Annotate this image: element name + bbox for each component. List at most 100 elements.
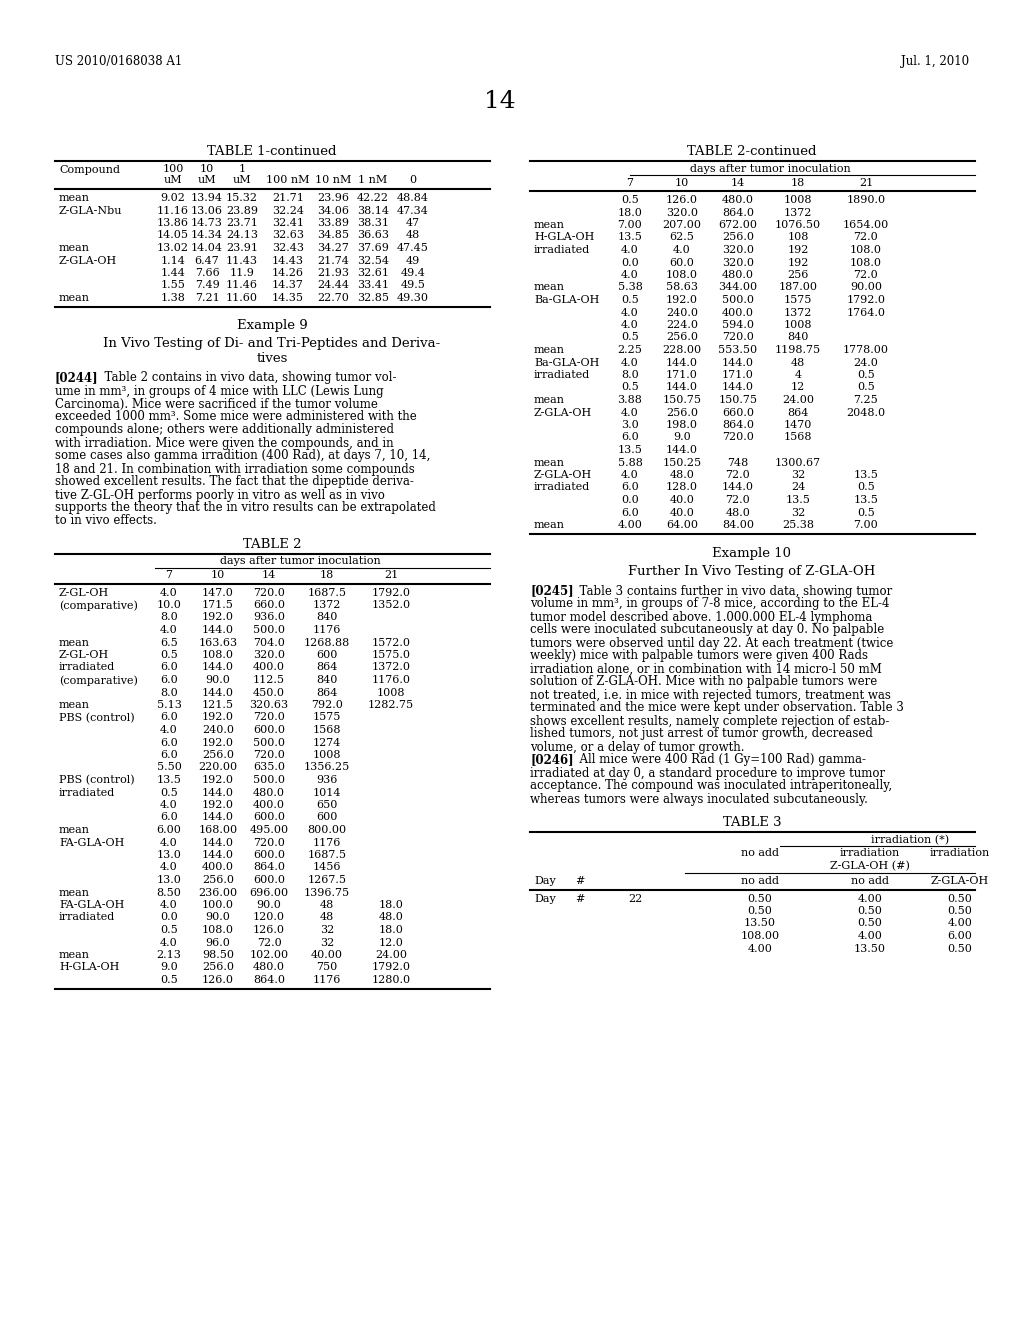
Text: irradiation (*): irradiation (*) bbox=[871, 834, 949, 845]
Text: 660.0: 660.0 bbox=[722, 408, 754, 417]
Text: Z-GLA-OH (#): Z-GLA-OH (#) bbox=[830, 861, 910, 871]
Text: 1654.00: 1654.00 bbox=[843, 220, 889, 230]
Text: 12: 12 bbox=[791, 383, 805, 392]
Text: 2048.0: 2048.0 bbox=[847, 408, 886, 417]
Text: 6.00: 6.00 bbox=[157, 825, 181, 836]
Text: mean: mean bbox=[59, 293, 90, 304]
Text: 100: 100 bbox=[163, 164, 183, 174]
Text: Z-GLA-OH: Z-GLA-OH bbox=[534, 408, 592, 417]
Text: 672.00: 672.00 bbox=[719, 220, 758, 230]
Text: 4.0: 4.0 bbox=[160, 725, 178, 735]
Text: 150.75: 150.75 bbox=[719, 395, 758, 405]
Text: 480.0: 480.0 bbox=[722, 271, 754, 280]
Text: 8.50: 8.50 bbox=[157, 887, 181, 898]
Text: 0.0: 0.0 bbox=[160, 912, 178, 923]
Text: 144.0: 144.0 bbox=[202, 624, 234, 635]
Text: 21: 21 bbox=[384, 570, 398, 581]
Text: 144.0: 144.0 bbox=[666, 445, 698, 455]
Text: 720.0: 720.0 bbox=[253, 837, 285, 847]
Text: 0.5: 0.5 bbox=[622, 195, 639, 205]
Text: All mice were 400 Rad (1 Gy=100 Rad) gamma-: All mice were 400 Rad (1 Gy=100 Rad) gam… bbox=[572, 754, 866, 767]
Text: 11.46: 11.46 bbox=[226, 281, 258, 290]
Text: 0: 0 bbox=[410, 176, 417, 185]
Text: 1280.0: 1280.0 bbox=[372, 975, 411, 985]
Text: 72.0: 72.0 bbox=[854, 232, 879, 243]
Text: 38.14: 38.14 bbox=[357, 206, 389, 215]
Text: 144.0: 144.0 bbox=[722, 483, 754, 492]
Text: 1282.75: 1282.75 bbox=[368, 700, 414, 710]
Text: 144.0: 144.0 bbox=[202, 850, 234, 861]
Text: 1572.0: 1572.0 bbox=[372, 638, 411, 648]
Text: tumor model described above. 1.000.000 EL-4 lymphoma: tumor model described above. 1.000.000 E… bbox=[530, 610, 872, 623]
Text: 90.0: 90.0 bbox=[257, 900, 282, 909]
Text: [0246]: [0246] bbox=[530, 754, 573, 767]
Text: 704.0: 704.0 bbox=[253, 638, 285, 648]
Text: 24.00: 24.00 bbox=[375, 950, 407, 960]
Text: 18.0: 18.0 bbox=[379, 900, 403, 909]
Text: 0.5: 0.5 bbox=[160, 649, 178, 660]
Text: Z-GL-OH: Z-GL-OH bbox=[59, 587, 110, 598]
Text: 60.0: 60.0 bbox=[670, 257, 694, 268]
Text: 62.5: 62.5 bbox=[670, 232, 694, 243]
Text: 21.93: 21.93 bbox=[317, 268, 349, 279]
Text: 98.50: 98.50 bbox=[202, 950, 234, 960]
Text: 11.60: 11.60 bbox=[226, 293, 258, 304]
Text: 4.0: 4.0 bbox=[160, 800, 178, 810]
Text: 7.00: 7.00 bbox=[854, 520, 879, 531]
Text: 13.5: 13.5 bbox=[617, 445, 642, 455]
Text: 48: 48 bbox=[406, 231, 420, 240]
Text: 320.0: 320.0 bbox=[722, 246, 754, 255]
Text: 32.61: 32.61 bbox=[357, 268, 389, 279]
Text: 207.00: 207.00 bbox=[663, 220, 701, 230]
Text: 18.0: 18.0 bbox=[617, 207, 642, 218]
Text: 7: 7 bbox=[166, 570, 172, 581]
Text: 8.0: 8.0 bbox=[160, 612, 178, 623]
Text: 256.0: 256.0 bbox=[666, 333, 698, 342]
Text: 4.0: 4.0 bbox=[622, 358, 639, 367]
Text: 13.5: 13.5 bbox=[157, 775, 181, 785]
Text: 0.5: 0.5 bbox=[160, 925, 178, 935]
Text: 4.00: 4.00 bbox=[748, 944, 772, 953]
Text: 500.0: 500.0 bbox=[722, 294, 754, 305]
Text: showed excellent results. The fact that the dipeptide deriva-: showed excellent results. The fact that … bbox=[55, 475, 414, 488]
Text: mean: mean bbox=[59, 887, 90, 898]
Text: 0.50: 0.50 bbox=[857, 919, 883, 928]
Text: 126.0: 126.0 bbox=[202, 975, 234, 985]
Text: 0.50: 0.50 bbox=[947, 906, 973, 916]
Text: volume in mm³, in groups of 7-8 mice, according to the EL-4: volume in mm³, in groups of 7-8 mice, ac… bbox=[530, 598, 890, 610]
Text: 23.89: 23.89 bbox=[226, 206, 258, 215]
Text: 635.0: 635.0 bbox=[253, 763, 285, 772]
Text: 0.5: 0.5 bbox=[857, 383, 874, 392]
Text: 480.0: 480.0 bbox=[722, 195, 754, 205]
Text: H-GLA-OH: H-GLA-OH bbox=[59, 962, 120, 973]
Text: mean: mean bbox=[534, 395, 565, 405]
Text: 11.43: 11.43 bbox=[226, 256, 258, 265]
Text: 1300.67: 1300.67 bbox=[775, 458, 821, 467]
Text: 256.0: 256.0 bbox=[722, 232, 754, 243]
Text: 6.47: 6.47 bbox=[195, 256, 219, 265]
Text: 22: 22 bbox=[628, 894, 642, 903]
Text: 0.50: 0.50 bbox=[748, 906, 772, 916]
Text: 320.63: 320.63 bbox=[250, 700, 289, 710]
Text: shows excellent results, namely complete rejection of estab-: shows excellent results, namely complete… bbox=[530, 714, 890, 727]
Text: 864: 864 bbox=[787, 408, 809, 417]
Text: 32: 32 bbox=[319, 937, 334, 948]
Text: 0.50: 0.50 bbox=[947, 944, 973, 953]
Text: weekly) mice with palpable tumors were given 400 Rads: weekly) mice with palpable tumors were g… bbox=[530, 649, 868, 663]
Text: 5.50: 5.50 bbox=[157, 763, 181, 772]
Text: 236.00: 236.00 bbox=[199, 887, 238, 898]
Text: 1008: 1008 bbox=[377, 688, 406, 697]
Text: mean: mean bbox=[534, 345, 565, 355]
Text: 49: 49 bbox=[406, 256, 420, 265]
Text: #: # bbox=[575, 876, 585, 887]
Text: 6.0: 6.0 bbox=[622, 507, 639, 517]
Text: 256.0: 256.0 bbox=[202, 750, 234, 760]
Text: 4.0: 4.0 bbox=[673, 246, 691, 255]
Text: 22.70: 22.70 bbox=[317, 293, 349, 304]
Text: whereas tumors were always inoculated subcutaneously.: whereas tumors were always inoculated su… bbox=[530, 792, 868, 805]
Text: 228.00: 228.00 bbox=[663, 345, 701, 355]
Text: 14.04: 14.04 bbox=[191, 243, 223, 253]
Text: 18.0: 18.0 bbox=[379, 925, 403, 935]
Text: 21.74: 21.74 bbox=[317, 256, 349, 265]
Text: 187.00: 187.00 bbox=[778, 282, 817, 293]
